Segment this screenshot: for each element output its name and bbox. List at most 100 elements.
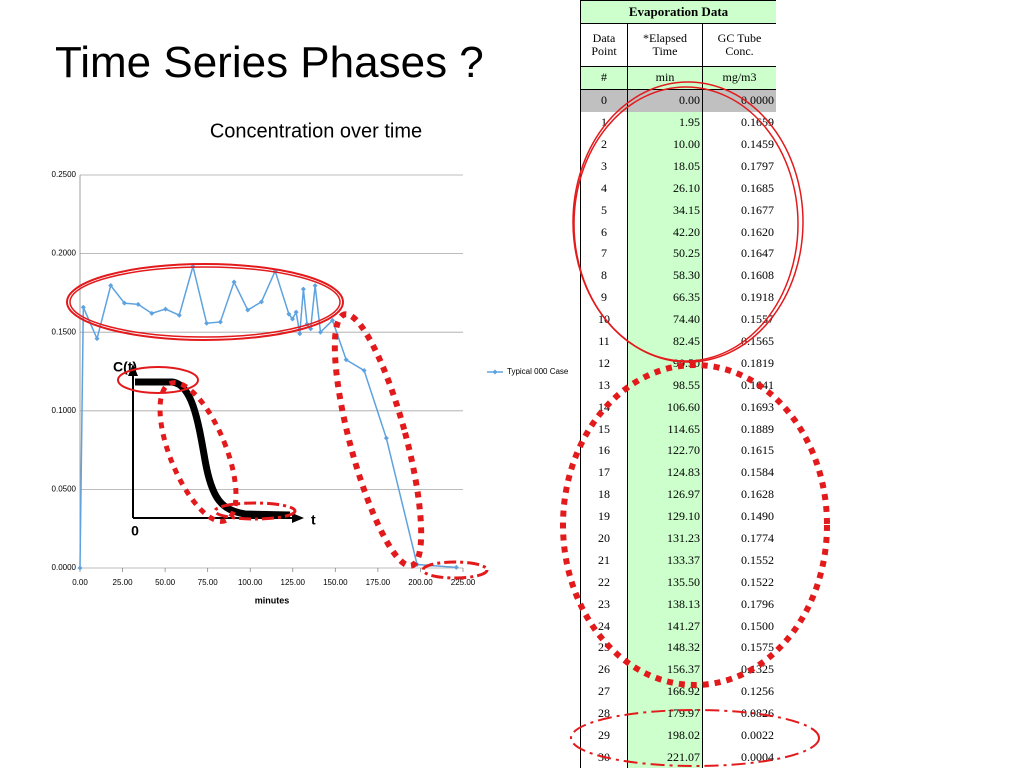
column-header: GC Tube Conc. (701, 23, 776, 67)
legend-marker (492, 369, 498, 375)
table-row: 26 156.37 0.1325 (580, 658, 776, 681)
table-cell: 126.97 (627, 483, 703, 506)
data-point (77, 565, 83, 571)
unit-header: # (580, 66, 628, 90)
table-cell: 0.1620 (701, 221, 776, 244)
table-row: 6 42.20 0.1620 (580, 221, 776, 244)
table-row: 5 34.15 0.1677 (580, 199, 776, 222)
data-point (231, 279, 237, 285)
data-point (272, 268, 278, 274)
table-row: 18 126.97 0.1628 (580, 483, 776, 506)
x-tick-label: 175.00 (366, 578, 391, 587)
schematic-curve (135, 378, 291, 519)
table-row: 17 124.83 0.1584 (580, 461, 776, 484)
table-cell: 138.13 (627, 593, 703, 616)
table-cell: 0.1500 (701, 615, 776, 638)
data-point (217, 319, 223, 325)
data-point (414, 562, 420, 568)
table-row: 10 74.40 0.1557 (580, 308, 776, 331)
table-cell: 179.97 (627, 702, 703, 725)
table-row: 29 198.02 0.0022 (580, 724, 776, 747)
table-cell: 0.1693 (701, 396, 776, 419)
data-table: Evaporation Data Data Point *Elapsed Time… (580, 0, 776, 768)
table-cell: 0.1615 (701, 440, 776, 462)
table-row: 2 10.00 0.1459 (580, 133, 776, 156)
x-axis-label: minutes (255, 595, 290, 605)
table-row: 12 90.50 0.1819 (580, 352, 776, 375)
table-row: 24 141.27 0.1500 (580, 615, 776, 638)
table-cell: 0 (580, 89, 628, 112)
x-tick-label: 50.00 (155, 578, 176, 587)
table-cell: 10.00 (627, 133, 703, 156)
table-cell: 0.1522 (701, 571, 776, 594)
table-cell: 42.20 (627, 221, 703, 244)
table-cell: 30 (580, 746, 628, 768)
unit-header: min (627, 66, 703, 90)
table-cell: 90.50 (627, 352, 703, 375)
table-cell: 0.1889 (701, 418, 776, 441)
table-cell: 0.1256 (701, 680, 776, 703)
schematic: C(t) t 0 (113, 359, 316, 539)
table: Evaporation Data Data Point *Elapsed Time… (580, 0, 776, 768)
table-row: 0 0.00 0.0000 (580, 89, 776, 112)
table-cell: 58.30 (627, 264, 703, 287)
table-title: Evaporation Data (580, 0, 776, 24)
data-point (176, 312, 182, 318)
table-row: 28 179.97 0.0826 (580, 702, 776, 725)
table-row: 22 135.50 0.1522 (580, 571, 776, 594)
table-cell: 0.1819 (701, 352, 776, 375)
x-tick-label: 0.00 (72, 578, 88, 587)
table-cell: 135.50 (627, 571, 703, 594)
table-cell: 114.65 (627, 418, 703, 441)
table-row: 30 221.07 0.0004 (580, 746, 776, 768)
table-cell: 2 (580, 133, 628, 156)
data-point (312, 283, 318, 289)
table-row: 20 131.23 0.1774 (580, 527, 776, 550)
table-cell: 22 (580, 571, 628, 594)
table-cell: 34.15 (627, 199, 703, 222)
x-tick-label: 25.00 (113, 578, 134, 587)
unit-header: mg/m3 (701, 66, 776, 90)
y-tick-label: 0.0000 (52, 563, 77, 572)
table-row: 4 26.10 0.1685 (580, 177, 776, 200)
data-point (204, 320, 210, 326)
table-cell: 0.1565 (701, 330, 776, 353)
x-tick-label: 75.00 (198, 578, 219, 587)
table-cell: 7 (580, 243, 628, 265)
data-point (190, 263, 196, 269)
table-row: 19 129.10 0.1490 (580, 505, 776, 528)
table-cell: 0.1659 (701, 111, 776, 134)
table-cell: 0.1677 (701, 199, 776, 222)
table-cell: 141.27 (627, 615, 703, 638)
table-cell: 5 (580, 199, 628, 222)
table-cell: 0.1325 (701, 658, 776, 681)
table-cell: 0.0000 (701, 89, 776, 112)
table-cell: 0.1459 (701, 133, 776, 156)
table-cell: 11 (580, 330, 628, 353)
table-cell: 0.1641 (701, 374, 776, 397)
table-row: 11 82.45 0.1565 (580, 330, 776, 353)
table-cell: 13 (580, 374, 628, 397)
table-cell: 18 (580, 483, 628, 506)
data-point (94, 336, 100, 342)
table-cell: 20 (580, 527, 628, 550)
table-cell: 29 (580, 724, 628, 747)
table-cell: 0.0004 (701, 746, 776, 768)
table-cell: 221.07 (627, 746, 703, 768)
table-cell: 12 (580, 352, 628, 375)
table-cell: 26.10 (627, 177, 703, 200)
table-cell: 0.1575 (701, 637, 776, 659)
schematic-origin: 0 (131, 523, 139, 539)
table-cell: 23 (580, 593, 628, 616)
table-row: 3 18.05 0.1797 (580, 155, 776, 178)
table-cell: 9 (580, 286, 628, 309)
y-tick-label: 0.1500 (52, 327, 77, 336)
table-cell: 18.05 (627, 155, 703, 178)
column-header: Data Point (580, 23, 628, 67)
table-cell: 24 (580, 615, 628, 638)
table-cell: 28 (580, 702, 628, 725)
x-tick-label: 125.00 (281, 578, 306, 587)
table-row: 9 66.35 0.1918 (580, 286, 776, 309)
table-cell: 166.92 (627, 680, 703, 703)
